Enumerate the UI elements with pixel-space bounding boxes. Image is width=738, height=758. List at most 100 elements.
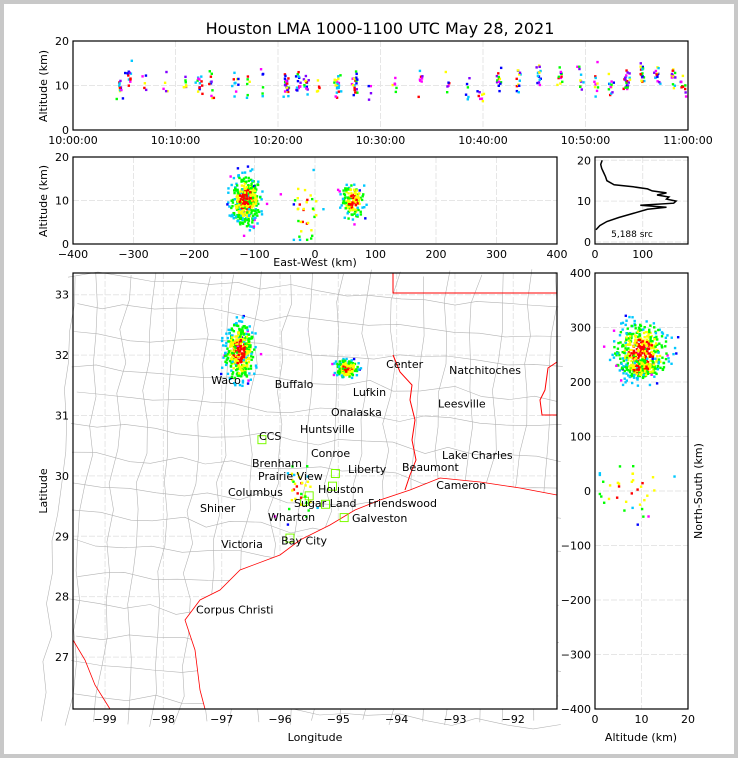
- city-label: Buffalo: [275, 378, 314, 391]
- time-point: [367, 84, 370, 88]
- ew-point: [315, 200, 318, 203]
- time-point: [596, 60, 599, 64]
- map-point: [347, 364, 351, 368]
- ns-point: [624, 323, 627, 327]
- time-point: [468, 76, 471, 80]
- ew-point: [349, 209, 352, 212]
- map-point: [244, 356, 248, 360]
- ew-xtick-label: −300: [118, 248, 148, 261]
- ns-point: [642, 515, 645, 518]
- time-point: [641, 65, 644, 69]
- ew-point: [237, 213, 241, 217]
- ew-point: [247, 224, 251, 227]
- ns-point: [619, 379, 623, 382]
- time-point: [611, 91, 614, 94]
- ew-xlabel: East-West (km): [273, 256, 356, 269]
- map-point: [247, 340, 251, 343]
- ns-point: [653, 344, 656, 347]
- map-point: [225, 341, 228, 345]
- ns-point: [645, 338, 649, 341]
- map-point: [240, 320, 244, 323]
- ew-point: [246, 209, 249, 212]
- station-marker: [320, 499, 330, 509]
- ew-point: [242, 177, 246, 180]
- map-point: [234, 364, 238, 367]
- map-point: [250, 355, 253, 358]
- time-point: [497, 72, 500, 75]
- time-point: [671, 83, 675, 86]
- ns-point: [648, 355, 652, 358]
- ns-point: [651, 361, 655, 364]
- ns-point: [607, 497, 611, 501]
- ew-point: [247, 219, 251, 222]
- ew-point: [238, 200, 242, 203]
- ns-point: [632, 349, 636, 353]
- map-point: [242, 332, 245, 336]
- time-point: [517, 91, 520, 94]
- ns-point: [608, 358, 612, 362]
- time-point: [394, 76, 397, 80]
- lma-figure: Houston LMA 1000-1100 UTC May 28, 2021 1…: [37, 19, 713, 744]
- ew-point: [345, 183, 348, 187]
- time-point: [352, 77, 356, 80]
- map-point: [334, 360, 338, 363]
- city-label: Natchitoches: [449, 364, 521, 377]
- time-point: [120, 88, 123, 92]
- ew-point: [303, 188, 307, 192]
- ew-point: [244, 190, 248, 193]
- map-point: [242, 343, 246, 346]
- time-point: [333, 81, 336, 84]
- time-point: [337, 86, 340, 89]
- ew-point: [229, 175, 232, 178]
- state-border-north: [392, 273, 557, 294]
- ns-point: [636, 488, 639, 491]
- map-point: [352, 363, 356, 367]
- time-point: [478, 91, 481, 94]
- time-point: [538, 71, 541, 74]
- time-point: [126, 72, 129, 75]
- ns-point: [630, 381, 634, 385]
- ew-point: [250, 202, 253, 205]
- map-point: [231, 372, 234, 376]
- station-marker: [285, 533, 295, 543]
- ns-point: [651, 370, 654, 373]
- time-point: [480, 97, 483, 100]
- ew-point: [250, 199, 253, 202]
- time-point: [127, 84, 131, 87]
- ew-point: [347, 202, 351, 206]
- time-point: [684, 95, 688, 98]
- ew-point: [350, 213, 353, 216]
- time-point: [515, 84, 519, 88]
- ns-point: [655, 372, 658, 376]
- ns-point: [649, 359, 653, 362]
- ns-point: [640, 328, 644, 332]
- map-point: [333, 371, 337, 375]
- ns-point: [637, 355, 641, 358]
- ew-point: [244, 199, 247, 202]
- map-point: [234, 354, 237, 357]
- map-point: [346, 373, 349, 376]
- time-point: [671, 69, 674, 72]
- ns-point: [630, 333, 633, 336]
- ns-point: [646, 367, 650, 370]
- time-point: [261, 73, 264, 76]
- ew-point: [231, 204, 234, 208]
- ns-point: [640, 371, 644, 374]
- ns-point: [618, 369, 622, 372]
- ns-ytick-label: 400: [570, 267, 591, 280]
- ew-point: [243, 171, 247, 174]
- ns-point: [616, 352, 619, 355]
- ns-point: [639, 324, 643, 328]
- map-point: [251, 331, 254, 334]
- time-point: [296, 89, 299, 92]
- time-point: [351, 77, 354, 80]
- ew-point: [250, 206, 254, 209]
- map-point: [243, 340, 246, 343]
- ew-point: [241, 207, 244, 210]
- time-point: [465, 82, 469, 86]
- ns-point: [631, 506, 634, 510]
- map-point: [250, 358, 253, 362]
- map-point: [236, 361, 239, 365]
- ns-point: [654, 332, 658, 335]
- map-point: [235, 358, 238, 362]
